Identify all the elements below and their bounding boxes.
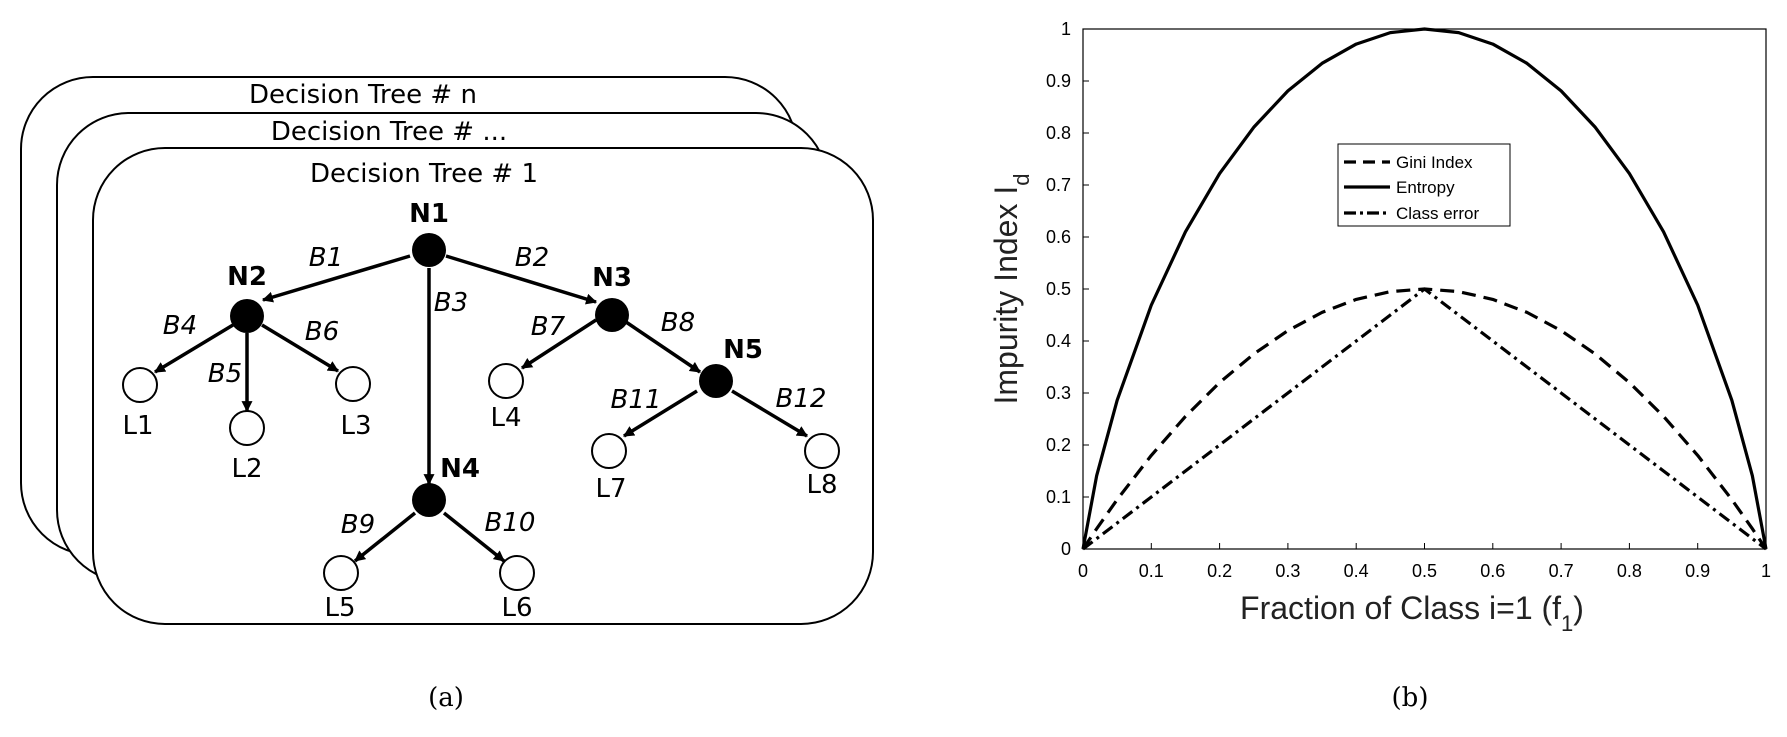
branch-label-b3: B3 [434, 288, 468, 318]
branch-label-b12: B12 [776, 384, 827, 414]
x-tick-label: 0.4 [1344, 561, 1369, 581]
x-tick-label: 1 [1761, 561, 1771, 581]
y-tick-label: 0.9 [1046, 71, 1071, 91]
leaf-l5 [323, 555, 359, 591]
series-layer [1081, 27, 1768, 551]
node-label-n3: N3 [592, 263, 632, 293]
card-tree-mid-title: Decision Tree # ... [271, 117, 507, 147]
y-tick-label: 0.4 [1046, 331, 1071, 351]
x-tick-label: 0.1 [1139, 561, 1164, 581]
leaf-label-l2: L2 [231, 454, 262, 484]
node-n3 [595, 298, 629, 332]
x-axis-label-close: ) [1573, 590, 1584, 626]
branch-b8 [625, 320, 701, 374]
legend: Gini Index Entropy Class error [1337, 143, 1511, 227]
leaf-label-l4: L4 [490, 403, 521, 433]
branch-label-b2: B2 [515, 243, 549, 273]
x-tick-label: 0.6 [1480, 561, 1505, 581]
y-tick-label: 1 [1061, 19, 1071, 39]
series-line-entropy [1081, 27, 1768, 550]
branch-label-b5: B5 [208, 359, 242, 389]
panel-a: Decision Tree # n Decision Tree # ... De… [20, 76, 874, 713]
y-tick-label: 0.8 [1046, 123, 1071, 143]
panel-b: 0 0.1 0.2 0.3 0.4 0.5 0.6 0.7 0.8 0.9 1 0 0.1 0.2 0.3… [988, 19, 1771, 713]
x-tick-label: 0 [1078, 561, 1088, 581]
caption-b: (b) [1392, 683, 1429, 713]
series-line-gini-index [1081, 287, 1768, 550]
legend-label-class-error: Class error [1396, 204, 1479, 223]
leaf-label-l8: L8 [806, 470, 837, 500]
branch-b7 [521, 318, 597, 370]
branch-b2 [445, 254, 598, 305]
y-axis-label-sub: d [1009, 174, 1034, 186]
node-n1 [412, 233, 446, 267]
leaf-label-l1: L1 [122, 411, 153, 441]
caption-a: (a) [428, 683, 464, 713]
leaf-l4 [488, 363, 524, 399]
y-tick-label: 0.6 [1046, 227, 1071, 247]
leaf-l6 [499, 555, 535, 591]
x-tick-label: 0.3 [1275, 561, 1300, 581]
x-axis-label-sub: 1 [1561, 611, 1573, 636]
card-tree-1 [92, 147, 874, 625]
x-axis-label-main: Fraction of Class i=1 (f [1240, 590, 1561, 626]
y-axis-label: Impurity Index Id [988, 174, 1034, 405]
branch-b9 [353, 511, 417, 563]
leaf-l1 [122, 367, 158, 403]
y-tick-label: 0.7 [1046, 175, 1071, 195]
y-axis-label-main: Impurity Index I [988, 186, 1024, 405]
leaf-label-l6: L6 [501, 593, 532, 623]
node-n2 [230, 299, 264, 333]
y-tick-label: 0.2 [1046, 435, 1071, 455]
leaf-l7 [591, 433, 627, 469]
node-label-n5: N5 [723, 335, 763, 365]
legend-box [1337, 143, 1511, 227]
y-tick-label: 0.1 [1046, 487, 1071, 507]
branch-b6 [261, 323, 339, 373]
y-tick-label: 0.3 [1046, 383, 1071, 403]
branch-b10 [442, 511, 506, 563]
x-axis-label: Fraction of Class i=1 (f1) [1240, 590, 1584, 636]
branch-label-b9: B9 [341, 510, 375, 540]
branch-label-b8: B8 [661, 308, 695, 338]
legend-label-gini: Gini Index [1396, 153, 1473, 172]
x-tick-label: 0.2 [1207, 561, 1232, 581]
branch-b1 [261, 254, 411, 303]
leaf-l2 [229, 410, 265, 446]
leaf-label-l7: L7 [595, 474, 626, 504]
tree-branches [154, 254, 808, 563]
card-tree-1-title: Decision Tree # 1 [310, 159, 538, 189]
node-label-n2: N2 [227, 262, 267, 292]
branch-label-b6: B6 [305, 317, 339, 347]
series-line-class-error [1082, 287, 1767, 551]
x-tick-label: 0.8 [1617, 561, 1642, 581]
branch-label-b7: B7 [531, 312, 566, 342]
node-n5 [699, 364, 733, 398]
node-label-n4: N4 [440, 454, 480, 484]
x-tick-label: 0.9 [1685, 561, 1710, 581]
leaf-l8 [804, 433, 840, 469]
card-tree-n-title: Decision Tree # n [249, 80, 477, 110]
x-tick-label: 0.7 [1549, 561, 1574, 581]
branch-label-b1: B1 [309, 243, 343, 273]
y-ticks: 0 0.1 0.2 0.3 0.4 0.5 0.6 0.7 0.8 0.9 1 [1046, 19, 1089, 559]
node-n4 [412, 483, 446, 517]
branch-b12 [731, 389, 808, 438]
leaf-label-l5: L5 [324, 593, 355, 623]
x-tick-label: 0.5 [1412, 561, 1437, 581]
branch-label-b10: B10 [485, 508, 536, 538]
legend-label-entropy: Entropy [1396, 178, 1455, 197]
leaf-label-l3: L3 [340, 411, 371, 441]
branch-label-b11: B11 [611, 385, 662, 415]
y-tick-label: 0.5 [1046, 279, 1071, 299]
branch-b11 [623, 389, 698, 438]
leaf-l3 [335, 366, 371, 402]
node-label-n1: N1 [409, 199, 449, 229]
y-tick-label: 0 [1061, 539, 1071, 559]
branch-label-b4: B4 [163, 311, 197, 341]
branch-b4 [154, 323, 234, 374]
